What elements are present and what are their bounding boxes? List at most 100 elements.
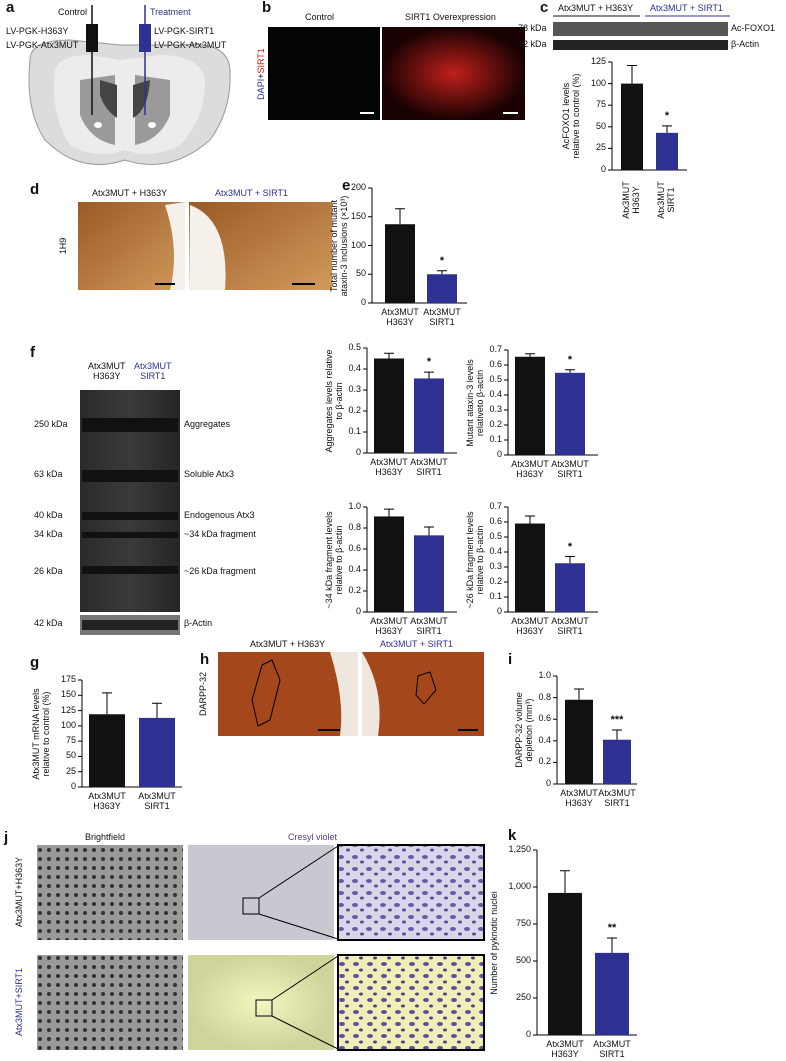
panel-letter: c xyxy=(540,0,549,16)
error-bar xyxy=(607,937,617,953)
y-tick-label: 0.4 xyxy=(348,363,361,374)
bar xyxy=(621,83,643,170)
label: Atx3MUT + SIRT1 xyxy=(650,3,723,13)
label: Atx3MUT + H363Y xyxy=(558,3,634,13)
error-bar xyxy=(574,688,584,700)
band-label: Aggregates xyxy=(184,419,231,430)
y-tick-label: 0.4 xyxy=(489,546,502,557)
y-tick-label: 0.5 xyxy=(489,374,502,385)
label: 78 kDa xyxy=(518,23,547,33)
label: LV-PGK-Atx3MUT xyxy=(6,40,79,50)
bar xyxy=(414,378,444,453)
label: Atx3MUT + SIRT1 xyxy=(380,639,453,649)
x-tick-label: Atx3MUT H363Y xyxy=(621,181,641,219)
stain: DAPI xyxy=(256,78,267,100)
x-tick-label: Atx3MUT H363Y xyxy=(88,791,126,811)
y-tick-label: 0.3 xyxy=(348,384,361,395)
y-tick-label: 25 xyxy=(595,142,606,153)
error-bar xyxy=(565,369,575,373)
panel-letter: k xyxy=(508,827,517,844)
y-tick-label: 0.8 xyxy=(348,522,361,533)
bar xyxy=(427,274,457,303)
error-bar xyxy=(152,702,162,718)
marker-label: 34 kDa xyxy=(34,529,63,540)
image xyxy=(188,955,334,1050)
error-bar xyxy=(525,353,535,357)
y-tick-label: 0.2 xyxy=(348,585,361,596)
y-tick-label: 0.8 xyxy=(538,691,551,702)
label: Atx3MUT + H363Y xyxy=(250,639,326,649)
error-bar xyxy=(395,208,405,225)
y-tick-label: 200 xyxy=(350,182,366,193)
row-label: Atx3MUT+SIRT1 xyxy=(14,967,25,1037)
y-tick-label: 500 xyxy=(515,955,531,966)
x-tick-label: Atx3MUT SIRT1 xyxy=(598,788,636,808)
label: Ac-FOXO1 xyxy=(731,23,776,33)
label: Atx3MUT SIRT1 xyxy=(134,361,172,381)
y-tick-label: 0.7 xyxy=(489,344,502,355)
y-tick-label: 0.2 xyxy=(489,419,502,430)
panel-letter: f xyxy=(30,344,35,361)
bar xyxy=(385,224,415,303)
marker-label: 26 kDa xyxy=(34,566,63,577)
x-tick-label: Atx3MUT SIRT1 xyxy=(656,181,676,219)
x-tick-label: Atx3MUT SIRT1 xyxy=(551,616,589,636)
band-label: Endogenous Atx3 xyxy=(184,510,255,521)
bar xyxy=(515,523,545,612)
stain-label: DARPP-32 xyxy=(198,671,209,717)
error-bar xyxy=(384,352,394,359)
y-tick-label: 50 xyxy=(595,120,606,131)
stain: SIRT1 xyxy=(256,48,267,74)
significance: * xyxy=(567,540,573,553)
label: Brightfield xyxy=(85,832,126,842)
y-tick-label: 0.4 xyxy=(489,389,502,400)
x-tick-label: Atx3MUT SIRT1 xyxy=(423,307,461,327)
y-tick-label: 0 xyxy=(70,781,76,792)
error-bar xyxy=(384,508,394,517)
y-tick-label: 25 xyxy=(65,765,76,776)
y-tick-label: 150 xyxy=(350,210,366,221)
bar xyxy=(515,356,545,455)
error-bar xyxy=(560,870,570,893)
band-label: ~26 kDa fragment xyxy=(184,566,256,577)
y-tick-label: 0 xyxy=(545,778,551,789)
bar xyxy=(656,132,678,170)
x-tick-label: Atx3MUT H363Y xyxy=(381,307,419,327)
y-tick-label: 0 xyxy=(600,164,606,175)
y-tick-label: 125 xyxy=(590,56,606,67)
y-axis-label: Mutant ataxin-3 levels relativeto β-acti… xyxy=(465,358,485,447)
significance: * xyxy=(567,353,573,366)
y-tick-label: 1.0 xyxy=(348,501,361,512)
y-tick-label: 75 xyxy=(595,99,606,110)
error-bar xyxy=(424,526,434,536)
bar xyxy=(414,535,444,612)
y-tick-label: 0.3 xyxy=(489,404,502,415)
y-tick-label: 0 xyxy=(355,606,361,617)
y-tick-label: 0 xyxy=(496,606,502,617)
y-tick-label: 0.1 xyxy=(489,591,502,602)
image xyxy=(37,955,183,1050)
bar xyxy=(139,717,175,787)
y-tick-label: 0.3 xyxy=(489,561,502,572)
y-tick-label: 0.1 xyxy=(348,426,361,437)
x-tick-label: Atx3MUT H363Y xyxy=(511,616,549,636)
y-axis-label: Number of pyknotic nuclei xyxy=(489,890,500,995)
label: Treatment xyxy=(150,7,191,17)
marker-label: 40 kDa xyxy=(34,510,63,521)
panel-letter: g xyxy=(30,654,40,671)
image xyxy=(37,845,183,940)
error-bar xyxy=(662,125,672,133)
image xyxy=(337,844,485,941)
bar xyxy=(595,952,629,1035)
label: Cresyl violet xyxy=(288,832,338,842)
blot-band xyxy=(553,40,728,50)
bar xyxy=(603,739,631,784)
y-tick-label: 50 xyxy=(65,750,76,761)
x-tick-label: Atx3MUT SIRT1 xyxy=(410,457,448,477)
panel-letter: d xyxy=(30,181,40,198)
y-tick-label: 0.6 xyxy=(348,543,361,554)
y-tick-label: 0.4 xyxy=(538,734,551,745)
y-tick-label: 175 xyxy=(60,674,76,685)
x-tick-label: Atx3MUT SIRT1 xyxy=(138,791,176,811)
label: Control xyxy=(58,7,88,17)
